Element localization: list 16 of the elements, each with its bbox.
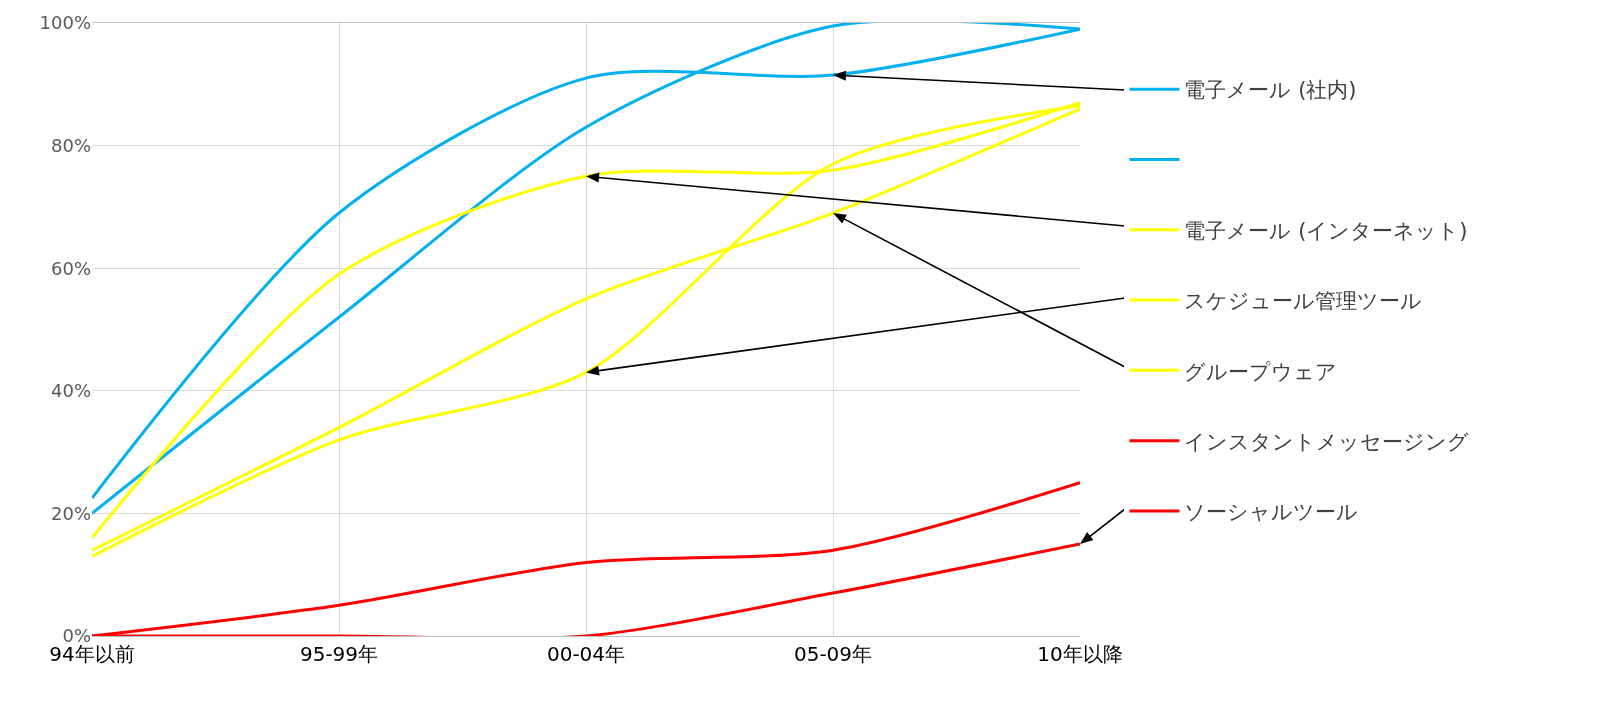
- x-tick-label: 95-99年: [299, 642, 379, 666]
- y-tick-label: 60%: [50, 257, 91, 279]
- x-tick-label: 05-09年: [793, 642, 873, 666]
- legend-label: 電子メール (社内): [1184, 78, 1357, 103]
- y-tick-label: 80%: [50, 134, 91, 156]
- x-tick-label: 10年以降: [1037, 642, 1123, 666]
- legend-label: スケジュール管理ツール: [1184, 289, 1423, 314]
- legend-label: インスタントメッセージング: [1184, 429, 1470, 454]
- y-tick-label: 40%: [50, 380, 91, 402]
- x-tick-label: 00-04年: [546, 642, 626, 666]
- x-tick-label: 94年以前: [49, 642, 135, 666]
- legend-label: グループウェア: [1184, 359, 1338, 384]
- legend-label: 電子メール (インターネット): [1184, 218, 1468, 243]
- y-tick-label: 100%: [39, 12, 91, 34]
- legend-label: ソーシャルツール: [1184, 500, 1359, 525]
- y-tick-label: 20%: [50, 502, 91, 524]
